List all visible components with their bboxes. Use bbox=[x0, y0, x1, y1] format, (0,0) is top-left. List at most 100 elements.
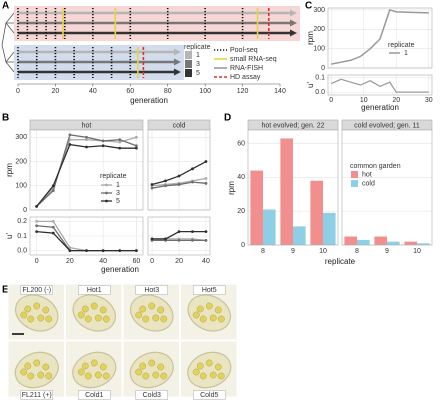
point bbox=[177, 183, 181, 186]
x-tick-label: 80 bbox=[164, 88, 172, 95]
y-tick-label: 0.2 bbox=[17, 218, 27, 225]
bar bbox=[293, 226, 306, 245]
nucleus bbox=[157, 306, 165, 314]
axis-label: generation bbox=[130, 96, 168, 105]
nucleus bbox=[37, 371, 45, 379]
point bbox=[177, 174, 181, 178]
facet-label: cold evolved; gen. 11 bbox=[354, 122, 420, 129]
legend-point bbox=[105, 199, 108, 203]
lineage-tree bbox=[1, 12, 15, 73]
nucleus bbox=[45, 315, 53, 323]
point bbox=[150, 183, 154, 186]
nucleus bbox=[142, 372, 150, 380]
point bbox=[150, 237, 154, 241]
panel-label: E bbox=[2, 285, 9, 296]
nucleus bbox=[94, 314, 102, 322]
legend-label: 5 bbox=[116, 198, 120, 205]
bar bbox=[417, 243, 430, 245]
nucleus bbox=[45, 372, 53, 380]
arrow-head bbox=[290, 9, 297, 17]
point bbox=[51, 189, 55, 193]
tree-branch bbox=[1, 44, 15, 73]
y-tick-label: 0.0 bbox=[17, 247, 27, 254]
panel-frame bbox=[29, 129, 144, 211]
nucleus bbox=[157, 363, 165, 371]
nucleus bbox=[142, 315, 150, 323]
point bbox=[35, 230, 39, 234]
legend-label: hot bbox=[362, 171, 372, 178]
tile-label: Cold1 bbox=[85, 392, 103, 399]
bar bbox=[280, 138, 293, 245]
x-tick-label: 9 bbox=[291, 248, 295, 255]
legend-swatch bbox=[185, 69, 192, 77]
x-tick-label: 0 bbox=[35, 258, 39, 265]
line-series bbox=[331, 9, 429, 65]
x-tick-label: 10 bbox=[319, 248, 327, 255]
tile-label: Hot3 bbox=[144, 287, 159, 294]
x-tick-label: 20 bbox=[66, 258, 74, 265]
point bbox=[101, 249, 105, 253]
nucleus bbox=[217, 372, 225, 380]
x-tick-label: 100 bbox=[199, 88, 211, 95]
nucleus bbox=[24, 362, 32, 370]
tree-branch bbox=[1, 12, 15, 46]
nucleus bbox=[209, 371, 217, 379]
point bbox=[204, 238, 208, 242]
nucleus bbox=[77, 368, 85, 376]
nucleus bbox=[37, 314, 45, 322]
nucleus bbox=[160, 315, 168, 323]
point bbox=[191, 230, 194, 234]
nucleus bbox=[152, 314, 160, 322]
tile-label-box bbox=[20, 285, 53, 295]
point bbox=[35, 224, 39, 228]
nucleus bbox=[20, 368, 28, 376]
x-tick-label: 30 bbox=[425, 97, 433, 104]
u-series bbox=[331, 78, 429, 93]
legend-title: replicate bbox=[184, 44, 211, 51]
point bbox=[118, 140, 122, 144]
legend-title: common garden bbox=[350, 163, 401, 170]
point bbox=[118, 146, 122, 150]
legend-label: RNA-FISH bbox=[230, 65, 263, 72]
x-tick-label: 40 bbox=[99, 258, 107, 265]
nucleus bbox=[214, 363, 222, 371]
nucleus bbox=[33, 359, 41, 367]
bar bbox=[374, 236, 387, 245]
nucleus bbox=[90, 302, 98, 310]
x-tick-label: 20 bbox=[392, 97, 400, 104]
point bbox=[191, 167, 194, 171]
nucleus bbox=[102, 372, 110, 380]
tile-label-box bbox=[135, 390, 168, 400]
nucleus bbox=[84, 315, 92, 323]
point bbox=[164, 179, 167, 183]
bar bbox=[404, 241, 417, 245]
nucleus bbox=[84, 372, 92, 380]
y-tick-label: 40 bbox=[237, 174, 245, 181]
nucleus bbox=[196, 362, 204, 370]
arrow-head bbox=[173, 68, 181, 76]
point bbox=[101, 139, 105, 143]
point bbox=[204, 160, 208, 163]
legend-label: 3 bbox=[196, 61, 200, 68]
nucleus bbox=[24, 305, 32, 313]
axis-label: rpm bbox=[306, 31, 315, 45]
nucleus bbox=[42, 363, 50, 371]
y-tick-label: 200 bbox=[313, 26, 325, 33]
x-tick-label: 8 bbox=[355, 248, 359, 255]
panel-frame bbox=[327, 7, 433, 69]
y-tick-label: 100 bbox=[313, 45, 325, 52]
x-tick-label: 8 bbox=[261, 248, 265, 255]
nucleus bbox=[205, 359, 213, 367]
nucleus bbox=[192, 368, 200, 376]
point bbox=[68, 246, 72, 250]
legend-point bbox=[105, 183, 108, 187]
y-tick-label: 60 bbox=[237, 140, 245, 147]
facet-label: cold bbox=[173, 122, 186, 129]
point bbox=[68, 249, 72, 253]
legend-label: 1 bbox=[196, 52, 200, 59]
point bbox=[85, 249, 88, 253]
nucleus bbox=[199, 315, 207, 323]
nucleus bbox=[99, 363, 107, 371]
point bbox=[85, 135, 88, 139]
y-tick-label: 0.0 bbox=[315, 89, 325, 96]
